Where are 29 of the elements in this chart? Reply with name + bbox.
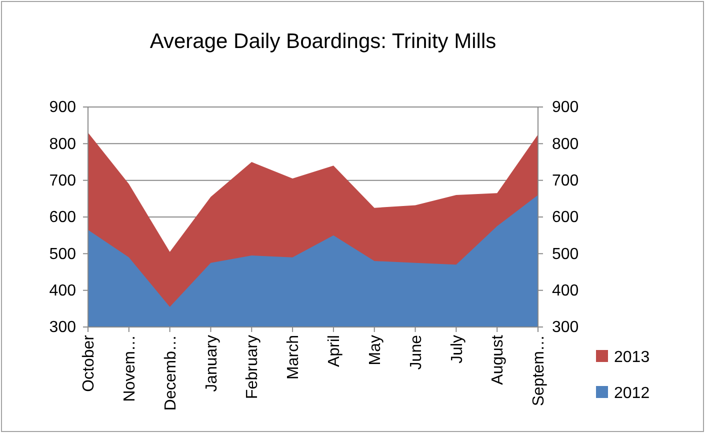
y-tick-label: 300	[49, 319, 76, 336]
y2-tick-label: 600	[552, 209, 579, 226]
y2-tick-label: 400	[552, 282, 579, 300]
chart-title: Average Daily Boardings: Trinity Mills	[150, 30, 496, 53]
legend-label: 2013	[614, 349, 650, 366]
x-tick-label: July	[448, 335, 466, 364]
y2-tick-label: 900	[552, 99, 579, 116]
x-tick-label: October	[80, 334, 98, 392]
y2-tick-label: 300	[552, 319, 579, 336]
y2-tick-label: 800	[552, 136, 579, 153]
x-tick-label: May	[366, 335, 384, 366]
x-tick-label: Novem…	[122, 335, 139, 402]
y2-tick-label: 700	[552, 172, 579, 190]
x-tick-label: August	[490, 334, 507, 385]
y2-tick-label: 500	[552, 246, 579, 263]
x-tick-label: April	[326, 335, 344, 368]
x-tick-label: June	[408, 334, 425, 370]
x-tick-label: Decemb…	[162, 335, 180, 411]
x-tick-label: January	[203, 335, 220, 392]
y-tick-label: 500	[49, 246, 76, 263]
x-tick-label: March	[285, 335, 302, 380]
y-tick-label: 800	[49, 136, 76, 153]
x-tick-label: February	[244, 335, 262, 400]
y-tick-label: 600	[49, 209, 76, 226]
y-tick-label: 400	[49, 282, 76, 300]
y-tick-label: 700	[49, 172, 76, 190]
y-tick-label: 900	[49, 99, 76, 116]
legend-label: 2012	[614, 385, 650, 402]
x-tick-label: Septem…	[530, 335, 548, 406]
